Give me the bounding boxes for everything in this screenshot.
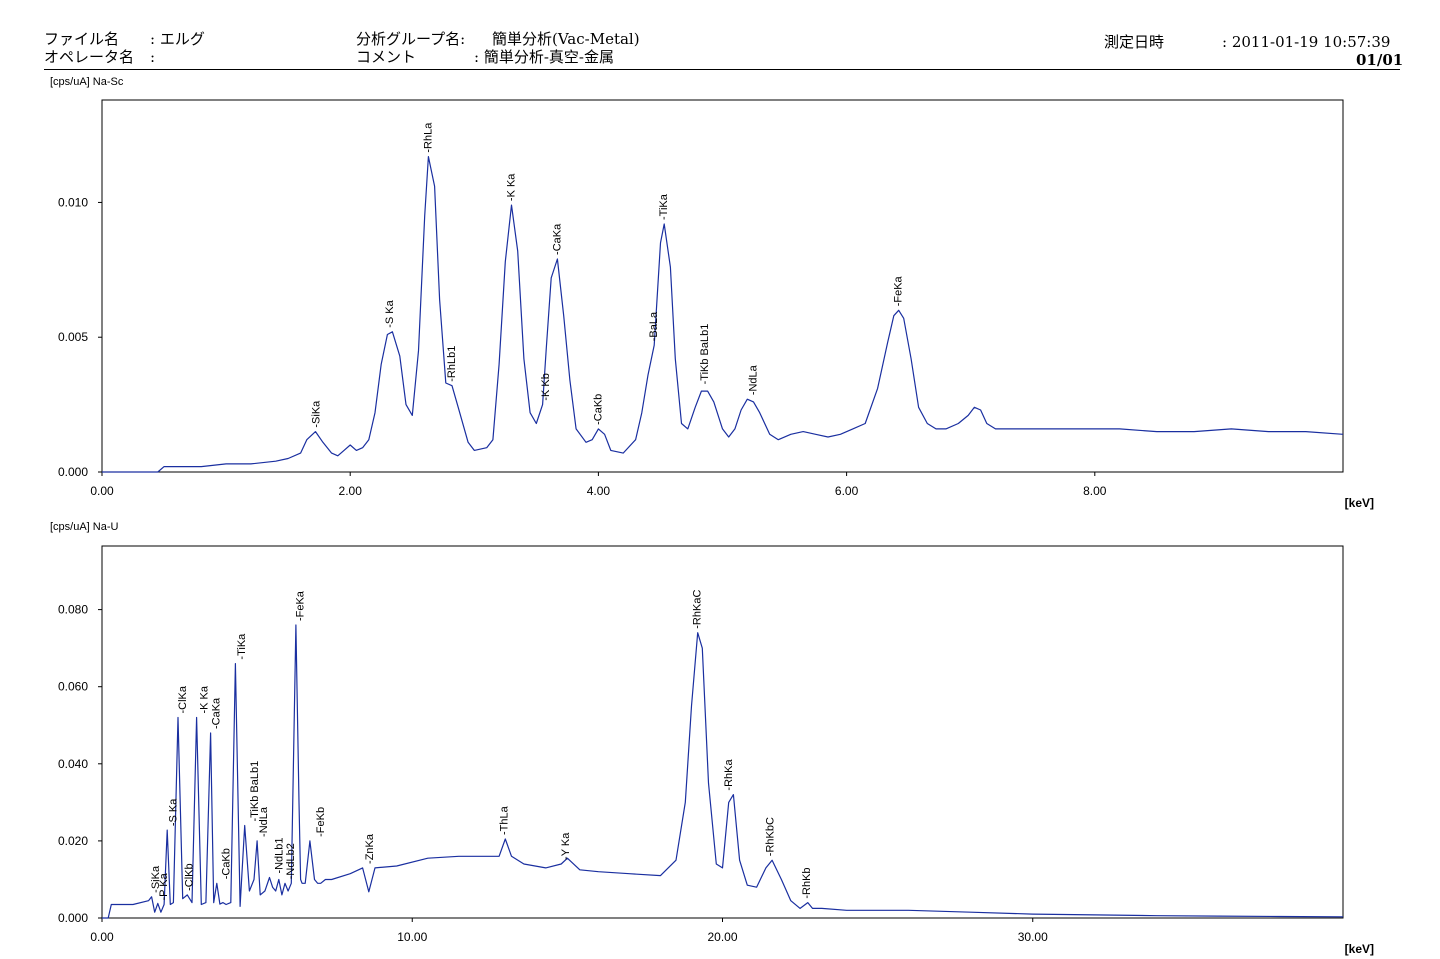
chart2-peak-label: -RhKbC (764, 817, 776, 856)
file-name-value: : エルグ (150, 30, 205, 48)
comment-value: : 簡単分析-真空-金属 (474, 48, 614, 66)
chart2-peak-label: -FeKa (295, 590, 307, 621)
chart1-title: [cps/uA] Na-Sc (50, 76, 124, 88)
chart2-peak-label: -RhKb (801, 867, 813, 898)
chart2-peak-label: -ClKa (177, 685, 189, 713)
chart1-peak-label: -CaKa (551, 223, 563, 255)
chart2-peak-label: -K Ka (199, 685, 211, 713)
chart2-peak-label: -RhKaC (692, 590, 704, 629)
comment-label: コメント (356, 48, 417, 66)
chart2-title: [cps/uA] Na-U (50, 521, 119, 533)
chart1-spectrum-line (102, 156, 1344, 473)
chart1-x-tick-label: 2.00 (339, 484, 363, 498)
chart1-x-tick-label: 4.00 (587, 484, 611, 498)
chart2-peak-label: -CaKb (220, 848, 232, 879)
chart1-peak-label: -RhLa (422, 122, 434, 153)
chart2-peak-label: -ThLa (498, 805, 510, 835)
chart1-peak-label: -K Ka (505, 173, 517, 201)
chart2-peak-label: -CaKa (210, 697, 222, 729)
chart1-peak-label: -K Kb (540, 373, 552, 401)
chart1-x-tick-label: 0.00 (90, 484, 114, 498)
chart1-plot-frame (101, 99, 1344, 473)
chart2-y-tick-label: 0.080 (58, 603, 88, 617)
chart2-y-tick-label: 0.060 (58, 680, 88, 694)
chart2-x-tick-label: 10.00 (397, 930, 427, 944)
measure-date-value: : 2011-01-19 10:57:39 (1222, 33, 1391, 51)
chart1-x-axis-unit: [keV] (1345, 496, 1374, 510)
chart2-y-tick-label: 0.040 (58, 757, 88, 771)
chart2-peak-label: -FeKb (315, 807, 327, 837)
chart2-x-tick-label: 30.00 (1018, 930, 1048, 944)
chart1-peak-label: -TiKa (658, 193, 670, 220)
chart2-peak-label: -NdLb1 (273, 837, 285, 873)
chart1-peak-label: -S Ka (384, 299, 396, 327)
chart1-y-tick-label: 0.005 (58, 330, 88, 344)
chart2-peak-label: -ClKb (183, 863, 195, 891)
chart2-peak-label: -ZnKa (364, 833, 376, 864)
chart2-peak-label: -Y Ka (560, 832, 572, 860)
chart2-peak-label: -P Ka (158, 872, 170, 900)
chart2-peak-label: -SiKa (150, 865, 162, 893)
chart2-y-tick-label: 0.020 (58, 834, 88, 848)
file-name-label: ファイル名 (44, 30, 120, 48)
chart1-x-tick-label: 6.00 (835, 484, 859, 498)
chart1-peak-label: -TiKb BaLb1 (699, 324, 711, 385)
chart1-peak-label: -NdLa (747, 364, 759, 395)
header-divider (44, 69, 1400, 70)
chart1-y-tick-label: 0.010 (58, 195, 88, 209)
chart2-x-tick-label: 20.00 (707, 930, 737, 944)
chart1-peak-label: -CaKb (592, 394, 604, 425)
analysis-group-value: 簡単分析(Vac-Metal) (492, 30, 640, 48)
chart2-x-axis-unit: [keV] (1345, 942, 1374, 956)
chart2-spectrum-line (102, 624, 1344, 919)
chart2-peak-label: -S Ka (168, 798, 180, 826)
analysis-group-label: 分析グループ名: (356, 30, 466, 48)
chart1-peak-label: -FeKa (893, 275, 905, 306)
operator-label: オペレータ名 (44, 48, 135, 66)
chart1-peak-label: -SiKa (311, 400, 323, 428)
chart2-peak-label: -RhKa (723, 759, 735, 791)
chart2-y-tick-label: 0.000 (58, 911, 88, 925)
chart2-x-tick-label: 0.00 (90, 930, 114, 944)
chart1-peak-label: -BaLa (648, 311, 660, 341)
chart2-peak-label: -NdLa (258, 806, 270, 837)
chart2-peak-label: -TiKa (236, 633, 248, 660)
chart2-peak-label: -TiKb BaLb1 (249, 761, 261, 822)
chart1-peak-label: -RhLb1 (446, 346, 458, 382)
chart1-y-tick-label: 0.000 (58, 465, 88, 479)
operator-value: : (150, 48, 156, 66)
page-number: 01/01 (1356, 51, 1404, 69)
measure-date-label: 測定日時 (1104, 33, 1165, 51)
chart1-x-tick-label: 8.00 (1083, 484, 1107, 498)
chart2-peak-label: -NdLb2 (285, 843, 297, 879)
